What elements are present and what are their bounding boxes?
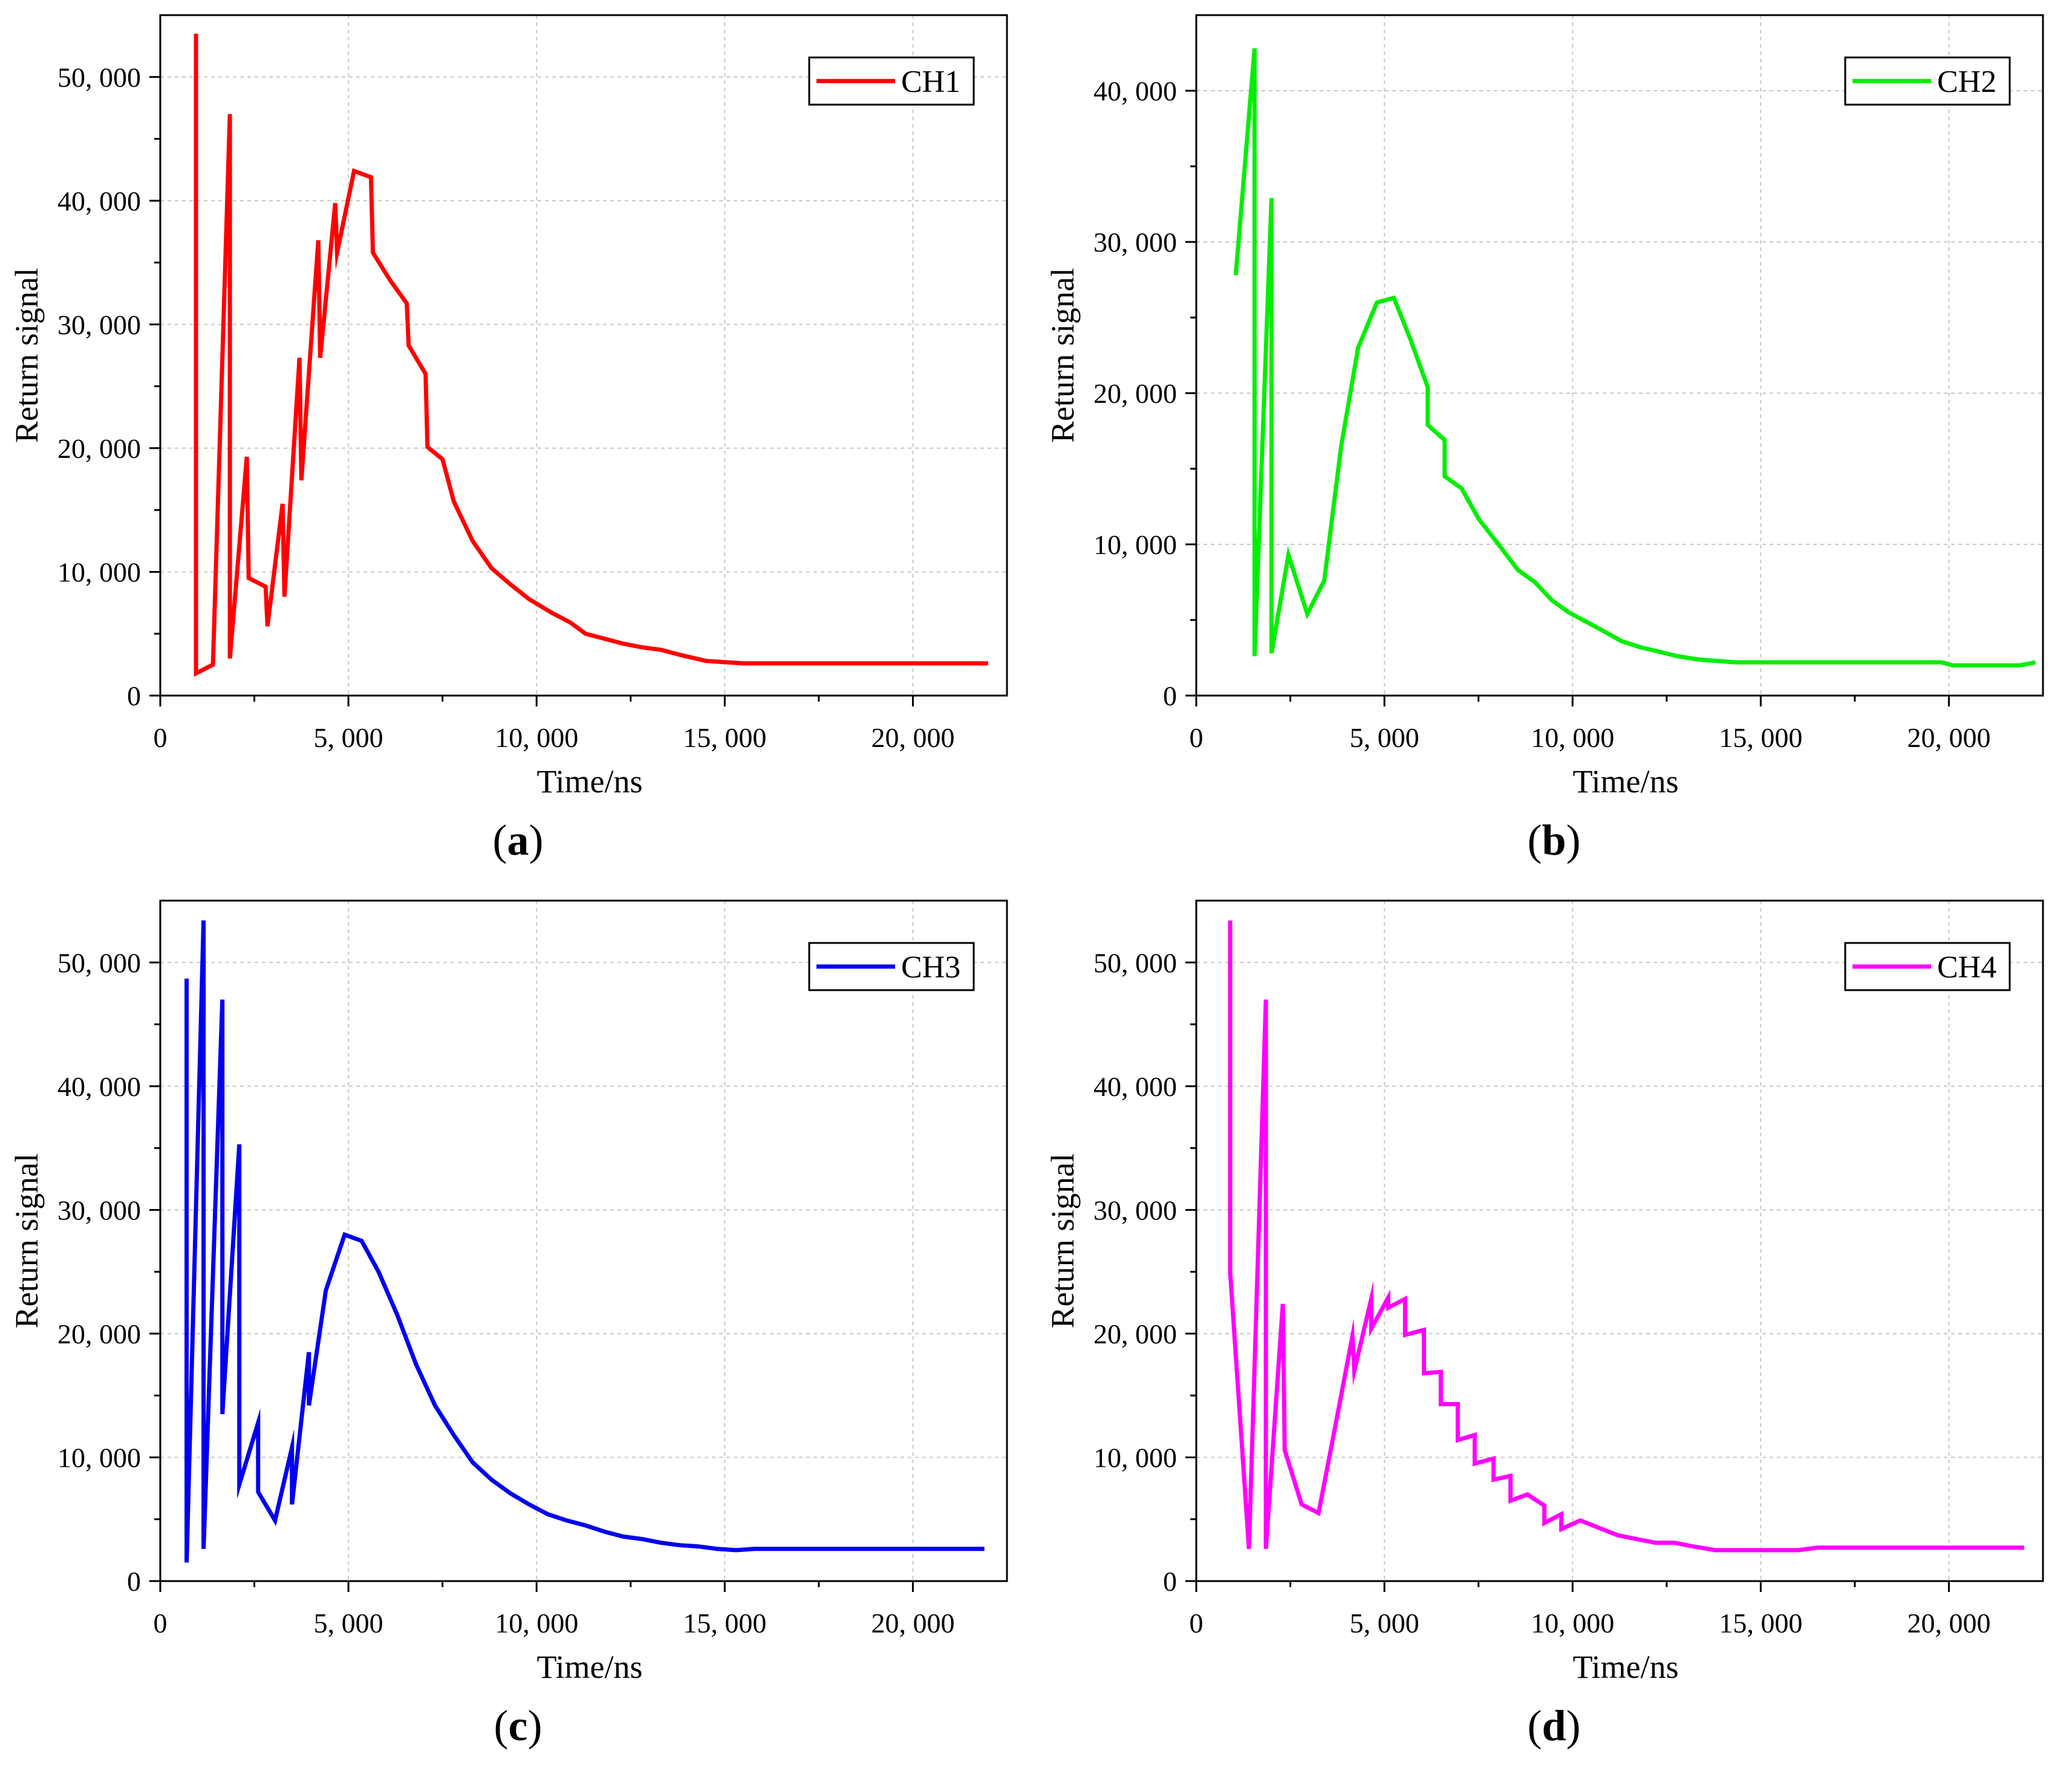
- y-tick-label: 40, 000: [1093, 76, 1177, 106]
- plot-frame: [159, 14, 1008, 697]
- plot-root: 0 5, 000 10, 000 15, 000 20, 000 0 10, 000 20, …: [8, 14, 1008, 800]
- y-tick-label: 30, 000: [1093, 1195, 1177, 1225]
- x-axis-label: Time/ns: [536, 763, 642, 800]
- chart-panel-b: 0 5, 000 10, 000 15, 000 20, 000 0 10, 000 20, …: [1036, 0, 2072, 886]
- y-tick-label: 50, 000: [1093, 947, 1177, 978]
- legend-label: CH2: [1937, 65, 1996, 99]
- panel-label-c: c: [508, 1701, 528, 1750]
- x-tick-label: 15, 000: [1719, 722, 1802, 753]
- x-axis-label: Time/ns: [1572, 763, 1678, 800]
- chart-svg-a: 0 5, 000 10, 000 15, 000 20, 000 0 10, 000 20, …: [8, 14, 1008, 800]
- y-tick-label: 20, 000: [57, 433, 141, 464]
- x-tick-label: 0: [1190, 1608, 1204, 1639]
- y-tick-label: 50, 000: [57, 947, 141, 978]
- x-tick-label: 5, 000: [1350, 1608, 1419, 1639]
- series-line-ch1: [194, 33, 988, 677]
- x-tick-label: 15, 000: [683, 722, 766, 753]
- y-axis-label: Return signal: [8, 268, 45, 443]
- chart-panel-c: 0 5, 000 10, 000 15, 000 20, 000 0 10, 000 20, …: [0, 886, 1036, 1771]
- x-axis-label: Time/ns: [1572, 1649, 1678, 1685]
- panel-label-a: a: [507, 816, 529, 864]
- plot-root: 0 5, 000 10, 000 15, 000 20, 000 0 10, 000 20, …: [1044, 899, 2044, 1685]
- y-tick-label: 20, 000: [1093, 378, 1177, 409]
- y-tick-label: 0: [127, 1566, 141, 1597]
- panel-caption-c: (c): [494, 1701, 542, 1750]
- x-tick-label: 0: [154, 722, 168, 753]
- series-line-ch4: [1228, 920, 2024, 1553]
- plot-frame: [1195, 14, 2044, 697]
- x-tick-label: 20, 000: [871, 722, 954, 753]
- chart-svg-c: 0 5, 000 10, 000 15, 000 20, 000 0 10, 000 20, …: [8, 899, 1008, 1685]
- y-tick-label: 0: [127, 680, 141, 711]
- y-tick-label: 20, 000: [1093, 1319, 1177, 1349]
- plot-root: 0 5, 000 10, 000 15, 000 20, 000 0 10, 000 20, …: [1044, 14, 2044, 800]
- x-tick-label: 0: [1190, 722, 1204, 753]
- y-tick-label: 10, 000: [57, 1442, 141, 1473]
- y-tick-label: 10, 000: [57, 556, 141, 587]
- y-tick-label: 0: [1163, 680, 1177, 711]
- x-tick-label: 0: [154, 1608, 168, 1639]
- x-tick-label: 20, 000: [1907, 722, 1990, 753]
- panel-caption-b: (b): [1527, 816, 1581, 864]
- y-tick-label: 40, 000: [1093, 1071, 1177, 1102]
- x-tick-label: 5, 000: [1350, 722, 1419, 753]
- x-axis-label: Time/ns: [536, 1649, 642, 1685]
- plot-frame: [159, 899, 1008, 1582]
- legend-label: CH4: [1937, 950, 1996, 985]
- y-axis-label: Return signal: [1044, 268, 1081, 443]
- x-tick-label: 10, 000: [495, 722, 578, 753]
- legend-label: CH1: [901, 65, 960, 99]
- plot-frame: [1195, 899, 2044, 1582]
- y-tick-label: 30, 000: [57, 309, 141, 340]
- y-tick-label: 40, 000: [57, 1071, 141, 1102]
- x-tick-label: 15, 000: [1719, 1608, 1802, 1639]
- x-tick-label: 10, 000: [495, 1608, 578, 1639]
- y-tick-label: 30, 000: [1093, 227, 1177, 258]
- y-axis-label: Return signal: [8, 1153, 45, 1328]
- series-line-ch3: [184, 920, 985, 1563]
- y-tick-label: 30, 000: [57, 1195, 141, 1225]
- x-tick-label: 15, 000: [683, 1608, 766, 1639]
- x-tick-label: 5, 000: [314, 722, 383, 753]
- series-line-ch2: [1233, 48, 2036, 668]
- x-tick-label: 5, 000: [314, 1608, 383, 1639]
- x-tick-label: 20, 000: [1907, 1608, 1990, 1639]
- y-tick-label: 10, 000: [1093, 529, 1177, 560]
- x-tick-label: 10, 000: [1531, 722, 1614, 753]
- panel-caption-d: (d): [1527, 1701, 1581, 1750]
- y-axis-label: Return signal: [1044, 1153, 1081, 1328]
- y-tick-label: 20, 000: [57, 1319, 141, 1349]
- panel-label-b: b: [1542, 816, 1566, 864]
- y-tick-label: 50, 000: [57, 62, 141, 93]
- panel-caption-a: (a): [492, 816, 544, 864]
- panel-label-d: d: [1542, 1701, 1566, 1750]
- chart-panel-a: 0 5, 000 10, 000 15, 000 20, 000 0 10, 000 20, …: [0, 0, 1036, 886]
- legend-label: CH3: [901, 950, 960, 985]
- x-tick-label: 10, 000: [1531, 1608, 1614, 1639]
- x-tick-label: 20, 000: [871, 1608, 954, 1639]
- chart-panel-d: 0 5, 000 10, 000 15, 000 20, 000 0 10, 000 20, …: [1036, 886, 2072, 1771]
- y-tick-label: 40, 000: [57, 186, 141, 217]
- plot-root: 0 5, 000 10, 000 15, 000 20, 000 0 10, 000 20, …: [8, 899, 1008, 1685]
- chart-svg-d: 0 5, 000 10, 000 15, 000 20, 000 0 10, 000 20, …: [1044, 899, 2044, 1685]
- y-tick-label: 10, 000: [1093, 1442, 1177, 1473]
- y-tick-label: 0: [1163, 1566, 1177, 1597]
- chart-svg-b: 0 5, 000 10, 000 15, 000 20, 000 0 10, 000 20, …: [1044, 14, 2044, 800]
